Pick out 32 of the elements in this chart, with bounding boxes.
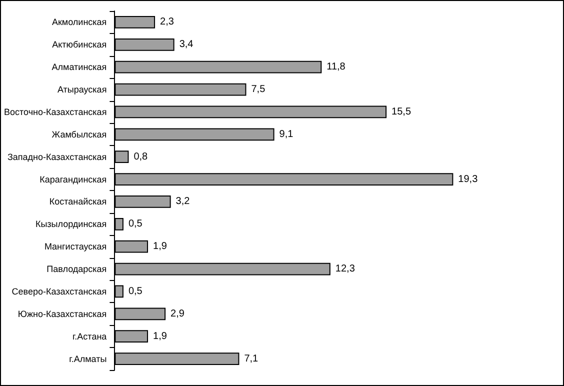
data-label: 1,9	[153, 241, 168, 252]
data-label: 3,4	[179, 39, 194, 50]
y-tick-label: Восточно-Казахстанская	[4, 106, 107, 117]
data-label: 0,5	[128, 286, 143, 297]
data-label: 7,1	[244, 353, 259, 364]
data-label: 0,5	[128, 218, 143, 230]
data-label: 9,1	[279, 128, 294, 140]
y-tick-label: г.Алматы	[69, 354, 107, 364]
data-label: 1,9	[153, 330, 168, 342]
data-label: 12,3	[335, 264, 356, 275]
y-tick-label: Мангистауская	[44, 242, 107, 252]
y-tick-label: Карагандинская	[40, 174, 107, 184]
y-tick-label: Жамбылская	[52, 129, 107, 140]
data-label: 3,2	[176, 196, 190, 208]
y-tick-label: Костанайская	[49, 196, 107, 207]
y-tick-label: Актюбинская	[52, 40, 107, 50]
y-tick-label: Алматинская	[52, 62, 107, 72]
y-tick-label: Западно-Казахстанская	[7, 152, 107, 162]
data-label: 0,8	[134, 151, 148, 162]
data-label: 2,3	[160, 16, 174, 28]
data-label: 19,3	[458, 174, 478, 185]
y-tick-label: Акмолинская	[52, 17, 107, 28]
y-tick-label: Северо-Казахстанская	[12, 286, 107, 296]
y-tick-label: Атырауская	[57, 84, 107, 95]
data-label: 15,5	[392, 106, 412, 118]
y-tick-label: Павлодарская	[46, 264, 107, 274]
y-tick-label: Южно-Казахстанская	[18, 308, 107, 319]
y-tick-label: Кызылординская	[35, 219, 107, 230]
data-label: 2,9	[170, 308, 185, 320]
y-tick-label: г.Астана	[72, 331, 107, 342]
data-label: 11,8	[326, 62, 346, 73]
data-label: 7,5	[251, 84, 266, 96]
